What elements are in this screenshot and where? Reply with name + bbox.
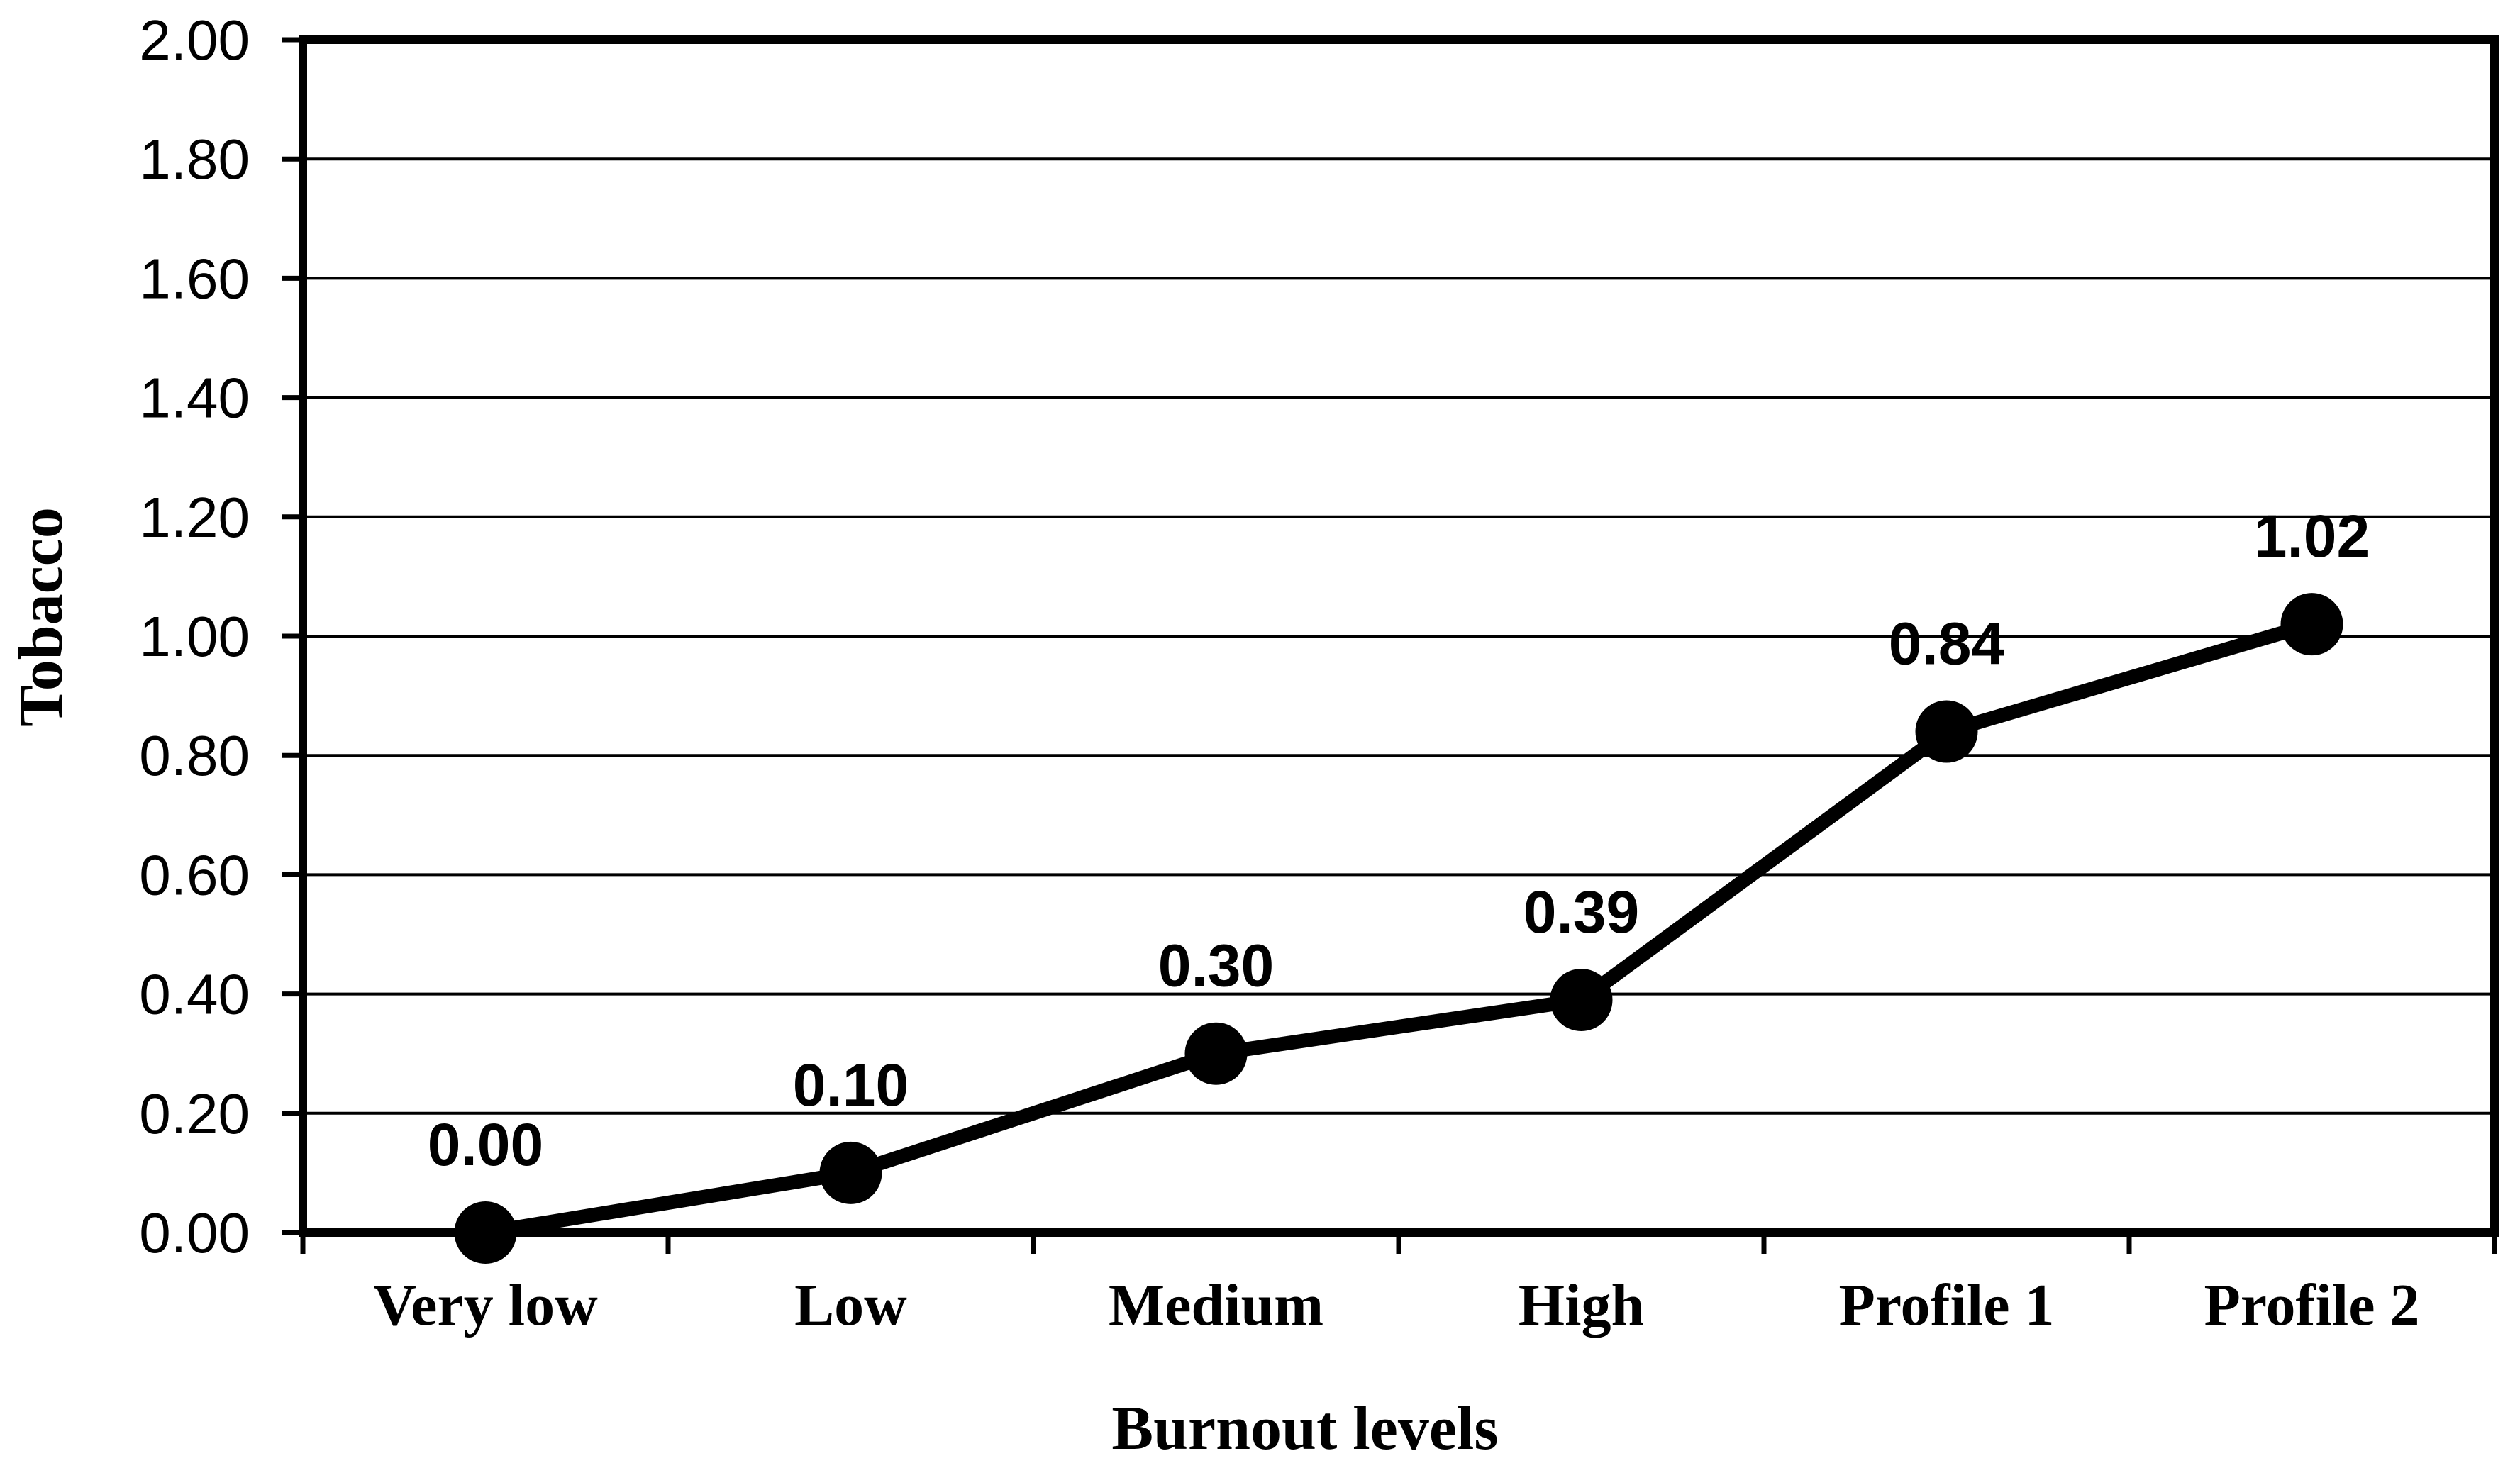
- data-point-marker: [1184, 1022, 1248, 1085]
- category-label: Profile 2: [2204, 1272, 2419, 1338]
- data-series-line: [478, 617, 2319, 1240]
- data-point-marker: [454, 1201, 517, 1264]
- data-point-label: 0.84: [1889, 611, 2005, 677]
- category-label: High: [1519, 1272, 1644, 1338]
- y-axis-title: Tobacco: [7, 507, 76, 727]
- data-point-marker: [1915, 700, 1978, 763]
- data-series-group: [454, 593, 2343, 1264]
- category-label: Medium: [1109, 1272, 1323, 1338]
- y-tick-label: 0.00: [139, 1201, 250, 1264]
- category-label: Profile 1: [1838, 1272, 2054, 1338]
- y-tick-label: 0.40: [139, 963, 250, 1026]
- y-tick-label: 1.60: [139, 247, 250, 310]
- data-point-label: 0.30: [1158, 933, 1275, 999]
- data-point-label: 0.00: [428, 1111, 544, 1178]
- gridlines-group: [303, 157, 2494, 1115]
- category-label: Very low: [373, 1272, 598, 1338]
- data-point-label: 1.02: [2254, 503, 2370, 569]
- y-tick-label: 1.20: [139, 486, 250, 549]
- ticks-group: [282, 37, 2497, 1254]
- data-point-label: 0.39: [1523, 879, 1640, 945]
- y-tick-label: 1.80: [139, 128, 250, 191]
- y-tick-label: 0.80: [139, 724, 250, 787]
- data-point-marker: [2280, 593, 2343, 656]
- x-axis-title: Burnout levels: [1111, 1394, 1498, 1463]
- data-point-label: 0.10: [793, 1052, 909, 1118]
- data-point-marker: [1550, 969, 1613, 1032]
- y-tick-label: 0.60: [139, 843, 250, 906]
- category-label: Low: [794, 1272, 907, 1338]
- data-point-marker: [819, 1141, 882, 1204]
- y-tick-label: 1.00: [139, 605, 250, 668]
- y-tick-label: 0.20: [139, 1082, 250, 1145]
- labels-group: 0.00 0.20 0.40 0.60 0.80 1.00 1.20 1.40 1.60 1.80…: [139, 9, 2419, 1338]
- y-tick-label: 1.40: [139, 367, 250, 430]
- y-tick-label: 2.00: [139, 9, 250, 72]
